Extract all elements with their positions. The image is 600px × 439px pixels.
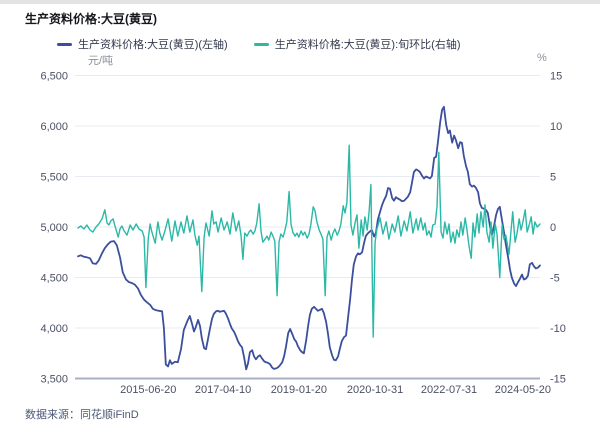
y-axis-label-right: -5 — [550, 273, 560, 285]
x-axis-label: 2024-05-20 — [495, 384, 551, 396]
left-axis-unit: 元/吨 — [88, 55, 114, 67]
y-axis-label-left: 5,500 — [40, 172, 68, 184]
y-axis-label-right: 5 — [550, 172, 556, 184]
ratio-line — [77, 144, 541, 338]
legend-item-price[interactable]: 生产资料价格:大豆(黄豆)(左轴) — [57, 36, 228, 52]
y-axis-label-left: 3,500 — [40, 374, 68, 386]
right-axis-unit: % — [537, 52, 547, 64]
y-axis-label-left: 6,000 — [40, 121, 68, 133]
y-axis-label-left: 4,500 — [40, 273, 68, 285]
y-axis-label-left: 4,000 — [40, 323, 68, 335]
y-axis-label-left: 6,500 — [40, 71, 68, 83]
legend-item-ratio[interactable]: 生产资料价格:大豆(黄豆):旬环比(右轴) — [253, 36, 461, 52]
page-title: 生产资料价格:大豆(黄豆) — [25, 12, 157, 26]
legend: 生产资料价格:大豆(黄豆)(左轴) 生产资料价格:大豆(黄豆):旬环比(右轴) — [57, 36, 460, 52]
legend-label-ratio: 生产资料价格:大豆(黄豆):旬环比(右轴) — [274, 39, 461, 51]
x-axis-label: 2022-07-31 — [421, 384, 477, 396]
x-axis-label: 2019-01-20 — [271, 384, 327, 396]
y-axis-label-right: 10 — [550, 121, 562, 133]
window-top-strip — [0, 0, 600, 4]
x-axis-label: 2017-04-10 — [195, 384, 251, 396]
y-axis-label-right: -15 — [550, 374, 566, 386]
legend-swatch-ratio-icon — [253, 42, 269, 46]
source-note: 数据来源：同花顺iFinD — [25, 409, 139, 421]
x-axis-label: 2015-06-20 — [120, 384, 176, 396]
y-axis-label-right: 15 — [550, 71, 562, 83]
y-axis-label-right: -10 — [550, 323, 566, 335]
legend-label-price: 生产资料价格:大豆(黄豆)(左轴) — [78, 39, 228, 51]
y-axis-label-left: 5,000 — [40, 222, 68, 234]
y-axis-label-right: 0 — [550, 222, 556, 234]
legend-swatch-price-icon — [57, 42, 72, 46]
x-axis-label: 2020-10-31 — [347, 384, 403, 396]
price-line — [77, 105, 541, 371]
